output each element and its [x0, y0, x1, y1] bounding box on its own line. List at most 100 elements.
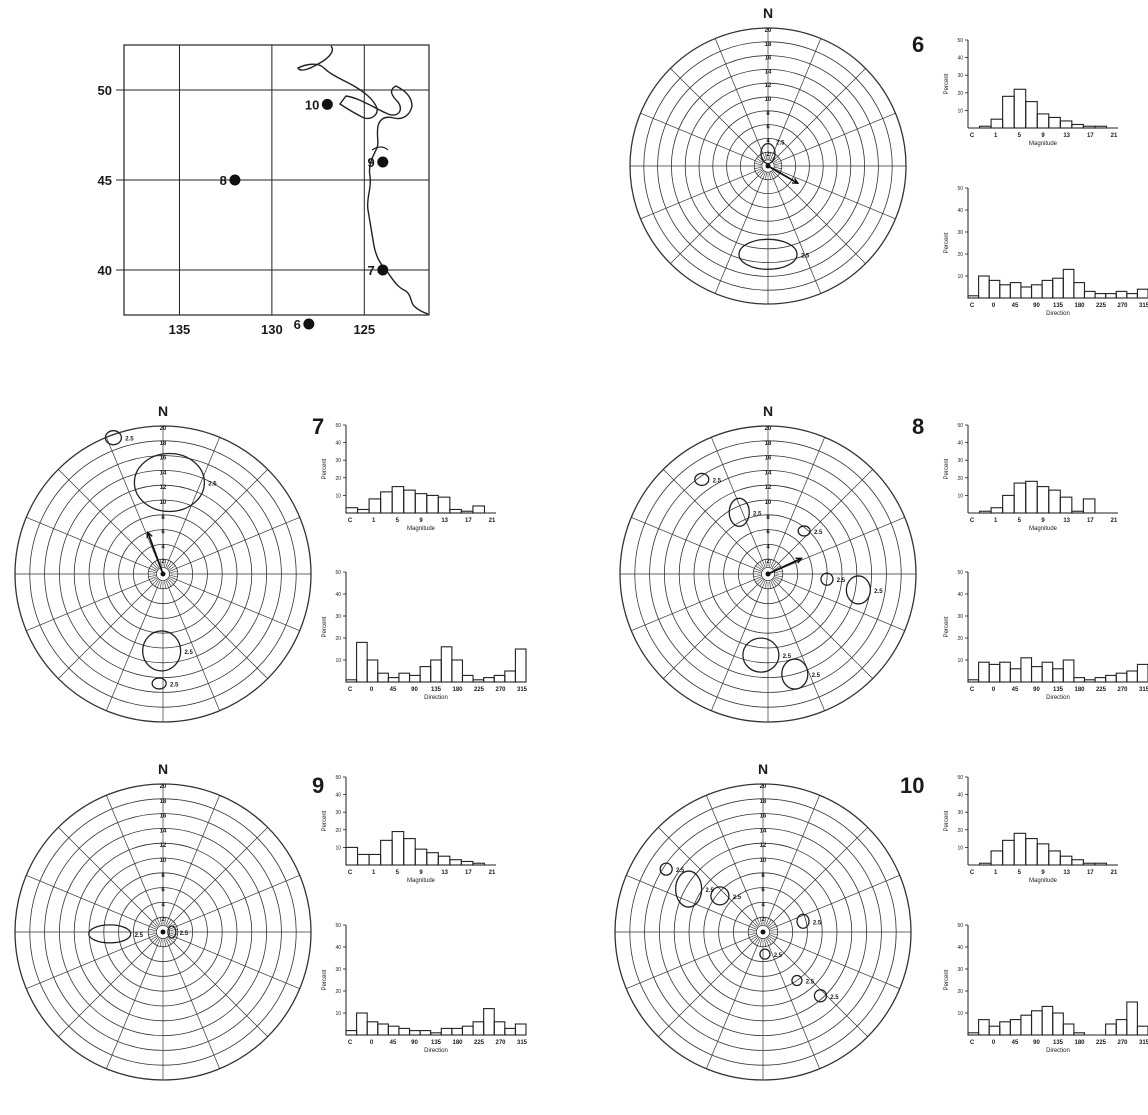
contour-label: 2.5 [783, 654, 792, 660]
direction-histogram-bar [408, 1030, 421, 1036]
polar-ring-label: 20 [760, 784, 767, 790]
contour-label: 2.5 [813, 920, 822, 926]
polar-center-tick [164, 917, 167, 925]
direction-histogram-x-tick-label: 225 [1096, 303, 1107, 309]
direction-histogram-bar [999, 661, 1011, 683]
magnitude-histogram-x-label: Magnitude [407, 526, 436, 532]
polar-plot-station-8: 2 4 6 8 10 12 14 16 18 20 N 2.5 2.5 2.5 2.5 2.5 2.5 2.5 [619, 403, 917, 723]
polar-spoke [706, 945, 758, 1069]
direction-histogram-x-tick-label: 315 [1139, 303, 1148, 309]
polar-center-tick [769, 926, 777, 930]
direction-histogram-bar [419, 1030, 432, 1036]
polar-ring-label: 12 [160, 843, 167, 849]
magnitude-histogram-y-tick-label: 10 [335, 845, 341, 851]
polar-ring-label: 20 [765, 426, 772, 432]
probability-contour [728, 497, 750, 527]
polar-center-tick [774, 163, 782, 165]
polar-center-tick [164, 559, 167, 567]
polar-ring-label: 10 [765, 500, 772, 506]
magnitude-histogram-bar [472, 505, 486, 514]
polar-center-tick [750, 935, 758, 941]
polar-center-tick [150, 565, 158, 571]
polar-center-tick [152, 937, 158, 943]
polar-spoke [780, 170, 896, 220]
magnitude-histogram-bar [1013, 832, 1027, 866]
polar-ring-label: 18 [760, 799, 767, 805]
polar-spoke [106, 587, 158, 711]
polar-spoke [168, 437, 220, 561]
magnitude-histogram-bar [472, 862, 486, 866]
direction-histogram-bar [1126, 293, 1138, 299]
direction-histogram-x-tick-label: 135 [1053, 303, 1064, 309]
polar-center-tick [765, 172, 767, 180]
map-lon-label: 125 [353, 322, 375, 337]
polar-inner-ring [155, 566, 171, 582]
magnitude-histogram-bar [990, 507, 1004, 514]
polar-plot-station-7: 2 4 6 8 10 12 14 16 18 20 N 2.5 2.5 2.5 2.5 [14, 403, 312, 723]
direction-histogram-bar [504, 670, 516, 683]
direction-histogram-bar [514, 648, 527, 683]
direction-histogram-x-tick-label: 315 [1139, 687, 1148, 693]
magnitude-histogram-y-tick-label: 50 [957, 38, 963, 44]
mean-current-vector [146, 531, 164, 575]
magnitude-histogram-bar [368, 853, 382, 866]
contour-label: 2.5 [208, 481, 217, 487]
station-number: 8 [912, 414, 924, 439]
contour-label: 2.5 [806, 979, 815, 985]
polar-ring-label: 4 [161, 902, 165, 908]
direction-histogram-bar [514, 1023, 527, 1036]
direction-histogram-x-tick-label: 45 [390, 1040, 397, 1046]
contour-label: 2.5 [676, 868, 685, 874]
polar-ring-label: 4 [766, 544, 770, 550]
magnitude-histogram-y-tick-label: 20 [957, 91, 963, 97]
polar-center-tick [768, 923, 776, 929]
magnitude-histogram-y-tick-label: 20 [957, 476, 963, 482]
coastline-channel [371, 146, 389, 151]
polar-center-tick [775, 570, 783, 573]
magnitude-histogram-y-tick-label: 30 [957, 73, 963, 79]
direction-histogram-x-tick-label: 45 [1012, 303, 1019, 309]
station-number: 7 [312, 414, 324, 439]
polar-center-tick [770, 172, 774, 179]
direction-histogram-bar [1009, 282, 1022, 299]
direction-histogram-bar [1073, 1032, 1086, 1036]
compass-north-label: N [158, 761, 168, 777]
direction-histogram-bar [1062, 659, 1075, 683]
direction-histogram-bar [419, 666, 432, 683]
polar-spoke [168, 795, 220, 919]
magnitude-histogram-bar [1071, 123, 1084, 129]
polar-spoke [772, 38, 822, 154]
direction-histogram-y-tick-label: 40 [335, 592, 341, 598]
polar-ring-label: 16 [160, 456, 167, 462]
polar-center-tick [771, 171, 776, 178]
magnitude-histogram-x-label: Magnitude [407, 878, 436, 884]
magnitude-histogram-bar [1036, 113, 1050, 129]
magnitude-histogram-y-tick-label: 30 [335, 810, 341, 816]
magnitude-histogram-x-tick-label: 17 [1087, 870, 1094, 876]
direction-histogram-y-tick-label: 10 [957, 274, 963, 280]
contour-label: 2.5 [135, 933, 144, 939]
magnitude-histogram-bar [978, 862, 992, 866]
polar-center-tick [159, 917, 162, 925]
polar-center-tick [157, 580, 161, 588]
magnitude-histogram-y-tick-label: 40 [957, 56, 963, 62]
magnitude-histogram-y-tick-label: 10 [957, 845, 963, 851]
magnitude-histogram-y-tick-label: 20 [335, 476, 341, 482]
polar-spoke [26, 517, 150, 569]
magnitude-histogram-x-tick-label: 1 [372, 518, 376, 524]
polar-center-tick [154, 561, 160, 569]
direction-histogram-bar [451, 1027, 464, 1036]
direction-histogram-x-tick-label: 180 [452, 687, 463, 693]
magnitude-histogram-x-tick-label: 1 [994, 870, 998, 876]
polar-center-tick [170, 570, 178, 573]
direction-histogram-x-label: Direction [1046, 1048, 1070, 1054]
direction-histogram-bar [430, 1032, 442, 1036]
station-panels: 2468101214161820N2.52.561020304050Percen… [14, 5, 1148, 1081]
probability-contour [88, 924, 132, 944]
direction-histogram-bar [483, 1008, 495, 1036]
direction-histogram-x-tick-label: 270 [1117, 303, 1128, 309]
polar-center-tick [755, 160, 762, 164]
mean-current-vector [767, 165, 799, 185]
magnitude-histogram-x-tick-label: 9 [1041, 870, 1045, 876]
polar-center-tick [169, 576, 177, 580]
